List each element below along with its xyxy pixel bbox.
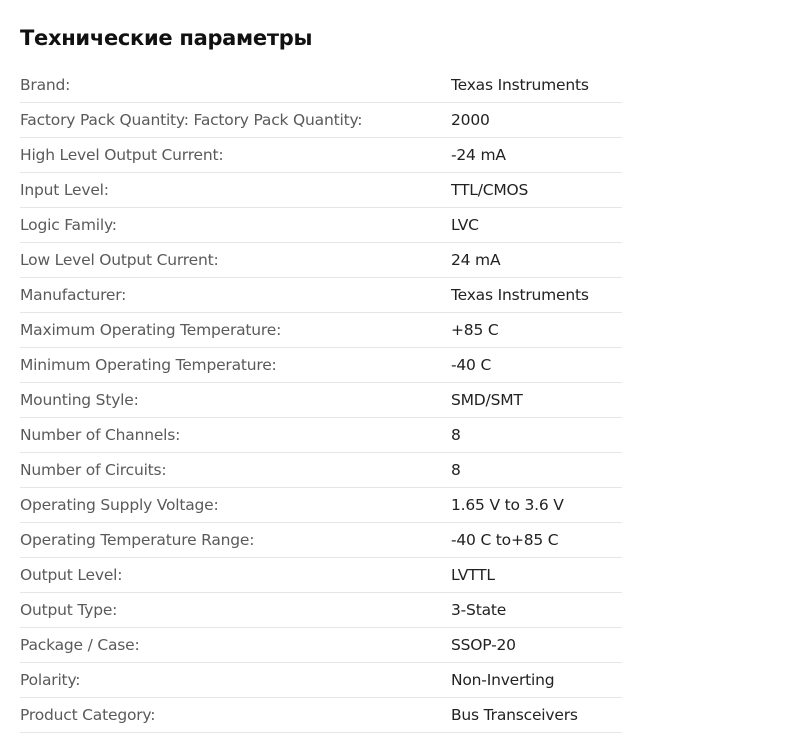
spec-row: Factory Pack Quantity: Factory Pack Quan… xyxy=(20,102,622,138)
spec-value: -40 C to+85 C xyxy=(451,522,622,558)
spec-row: Maximum Operating Temperature: +85 C xyxy=(20,312,622,348)
spec-value: -24 mA xyxy=(451,137,622,173)
spec-row: Minimum Operating Temperature: -40 C xyxy=(20,347,622,383)
spec-row: Number of Channels: 8 xyxy=(20,417,622,453)
spec-label: Operating Temperature Range: xyxy=(20,522,451,558)
spec-row: Polarity: Non-Inverting xyxy=(20,662,622,698)
spec-row: Brand: Texas Instruments xyxy=(20,68,622,103)
spec-row: Mounting Style: SMD/SMT xyxy=(20,382,622,418)
spec-value: Texas Instruments xyxy=(451,68,622,103)
spec-value: -40 C xyxy=(451,347,622,383)
spec-row: Package / Case: SSOP-20 xyxy=(20,627,622,663)
spec-row: Output Type: 3-State xyxy=(20,592,622,628)
spec-row: Input Level: TTL/CMOS xyxy=(20,172,622,208)
spec-row: Operating Temperature Range: -40 C to+85 … xyxy=(20,522,622,558)
spec-value: 2000 xyxy=(451,102,622,138)
spec-row: Product Category: Bus Transceivers xyxy=(20,697,622,733)
page-title: Технические параметры xyxy=(20,26,313,50)
spec-label: Polarity: xyxy=(20,662,451,698)
spec-value: LVTTL xyxy=(451,557,622,593)
spec-value: Non-Inverting xyxy=(451,662,622,698)
spec-label: Low Level Output Current: xyxy=(20,242,451,278)
spec-label: High Level Output Current: xyxy=(20,137,451,173)
spec-label: Logic Family: xyxy=(20,207,451,243)
spec-label: Maximum Operating Temperature: xyxy=(20,312,451,348)
spec-label: Brand: xyxy=(20,68,451,103)
spec-row: Manufacturer: Texas Instruments xyxy=(20,277,622,313)
spec-value: 3-State xyxy=(451,592,622,628)
spec-value: LVC xyxy=(451,207,622,243)
spec-label: Operating Supply Voltage: xyxy=(20,487,451,523)
spec-label: Product Category: xyxy=(20,697,451,733)
spec-value: Texas Instruments xyxy=(451,277,622,313)
spec-label: Package / Case: xyxy=(20,627,451,663)
spec-row: Operating Supply Voltage: 1.65 V to 3.6 V xyxy=(20,487,622,523)
spec-row: Low Level Output Current: 24 mA xyxy=(20,242,622,278)
spec-row: Logic Family: LVC xyxy=(20,207,622,243)
spec-label: Mounting Style: xyxy=(20,382,451,418)
spec-value: TTL/CMOS xyxy=(451,172,622,208)
spec-value: 24 mA xyxy=(451,242,622,278)
spec-value: +85 C xyxy=(451,312,622,348)
spec-label: Number of Circuits: xyxy=(20,452,451,488)
spec-label: Number of Channels: xyxy=(20,417,451,453)
spec-value: 8 xyxy=(451,452,622,488)
spec-value: 8 xyxy=(451,417,622,453)
spec-value: SMD/SMT xyxy=(451,382,622,418)
spec-label: Factory Pack Quantity: Factory Pack Quan… xyxy=(20,102,451,138)
spec-value: Bus Transceivers xyxy=(451,697,622,733)
spec-row: Number of Circuits: 8 xyxy=(20,452,622,488)
spec-label: Output Type: xyxy=(20,592,451,628)
spec-label: Manufacturer: xyxy=(20,277,451,313)
specs-table: Brand: Texas Instruments Factory Pack Quan… xyxy=(20,68,622,733)
spec-value: SSOP-20 xyxy=(451,627,622,663)
spec-row: Output Level: LVTTL xyxy=(20,557,622,593)
spec-value: 1.65 V to 3.6 V xyxy=(451,487,622,523)
spec-label: Output Level: xyxy=(20,557,451,593)
spec-row: High Level Output Current: -24 mA xyxy=(20,137,622,173)
spec-label: Minimum Operating Temperature: xyxy=(20,347,451,383)
spec-label: Input Level: xyxy=(20,172,451,208)
